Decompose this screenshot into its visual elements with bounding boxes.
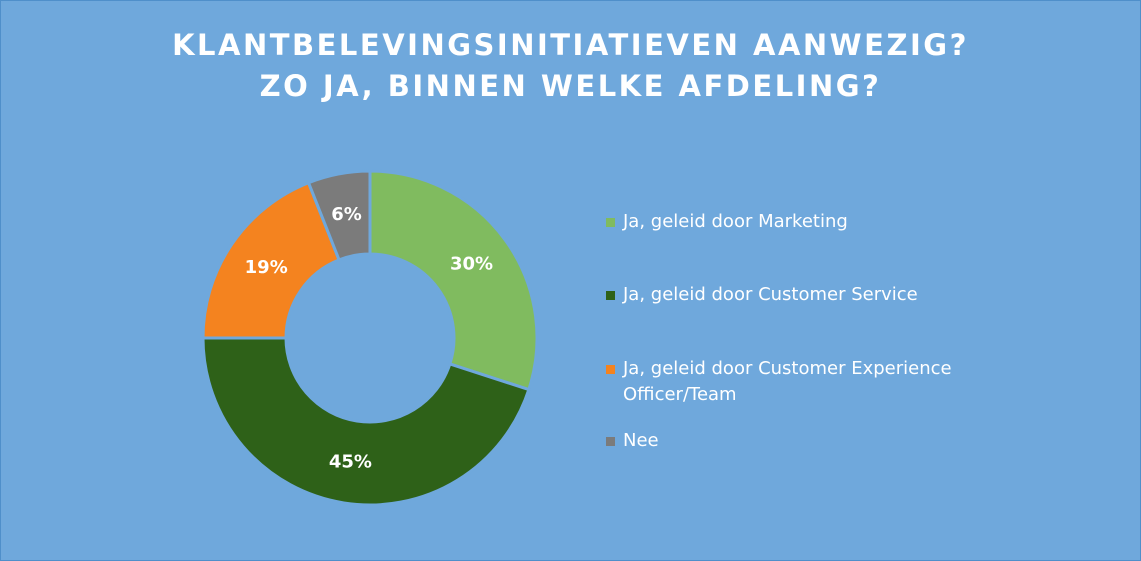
legend-swatch-customer-experience [606, 365, 615, 374]
legend-swatch-marketing [606, 218, 615, 227]
legend-item-nee: Nee [606, 428, 1003, 454]
legend-label-marketing: Ja, geleid door Marketing [623, 211, 848, 232]
data-label-marketing: 30% [450, 254, 493, 275]
data-label-customer-experience: 19% [245, 257, 288, 278]
donut-slice-marketing [368, 169, 539, 392]
legend-label-nee: Nee [623, 430, 659, 451]
data-label-customer-service: 45% [329, 451, 372, 472]
legend-swatch-nee [606, 437, 615, 446]
donut-slice-customer-experience [201, 180, 342, 340]
data-label-nee: 6% [331, 204, 362, 225]
chart-title-line-2: ZO JA, BINNEN WELKE AFDELING? [259, 69, 882, 103]
legend-item-marketing: Ja, geleid door Marketing [606, 209, 1003, 235]
donut-slice-customer-service [201, 336, 531, 507]
legend-label-customer-experience: Ja, geleid door Customer Experience Offi… [623, 358, 952, 405]
legend-label-customer-service: Ja, geleid door Customer Service [623, 284, 918, 305]
legend-item-customer-experience: Ja, geleid door Customer Experience Offi… [606, 356, 1003, 408]
donut-slice-nee [306, 169, 372, 262]
chart-title-line-1: KLANTBELEVINGSINITIATIEVEN AANWEZIG? [172, 28, 969, 62]
legend-item-customer-service: Ja, geleid door Customer Service [606, 282, 1003, 308]
legend-swatch-customer-service [606, 291, 615, 300]
chart-title: KLANTBELEVINGSINITIATIEVEN AANWEZIG? ZO … [1, 25, 1140, 107]
